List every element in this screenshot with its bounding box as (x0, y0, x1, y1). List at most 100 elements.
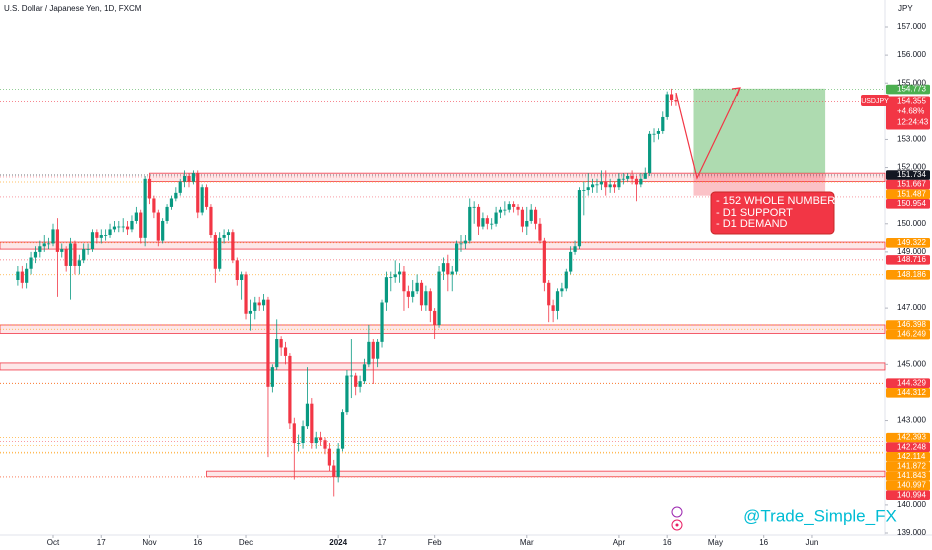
price-label (886, 452, 930, 462)
price-label (886, 170, 930, 180)
candle-body (595, 184, 599, 186)
candle-body (235, 260, 239, 280)
price-label-text: 144.329 (897, 378, 926, 387)
candle-body (266, 299, 270, 387)
candle-body (244, 274, 248, 314)
candle-body (573, 246, 577, 252)
candle-body (314, 437, 318, 444)
currency: JPY (898, 4, 913, 13)
price-label (886, 179, 930, 190)
candle-body (459, 243, 463, 245)
y-tick-label: 156.000 (897, 50, 926, 59)
candle-body (305, 403, 310, 427)
candle-body (104, 235, 108, 236)
annotation-line: - D1 SUPPORT (716, 207, 793, 219)
zone (206, 470, 886, 478)
x-tick-label: Jun (805, 538, 818, 547)
x-tick-label: 17 (97, 538, 106, 547)
x-tick-label: Mar (520, 538, 534, 547)
candle-body (446, 263, 450, 275)
candle-body (38, 246, 42, 252)
candle-body (174, 192, 178, 199)
candle-body (297, 443, 301, 444)
price-label-text: 144.312 (897, 388, 926, 397)
candle-body (82, 249, 86, 261)
projection-arrow (675, 87, 741, 180)
level-lines (0, 89, 885, 478)
candle-body (323, 440, 327, 449)
price-label-text: 140.994 (897, 490, 926, 499)
price-label-text: 149.322 (897, 238, 926, 247)
candle-body (674, 100, 678, 102)
x-tick-label: 16 (663, 538, 672, 547)
candle-body (310, 403, 314, 444)
candle-body (319, 437, 323, 441)
candle-body (143, 178, 147, 238)
candle-body (51, 229, 55, 244)
candle-body (450, 271, 454, 275)
candle-body (512, 204, 516, 207)
candle-body (240, 274, 244, 280)
candle-body (455, 243, 459, 272)
candle-body (292, 423, 296, 444)
candle-body (384, 277, 389, 303)
candle-body (288, 355, 292, 424)
candle-body (178, 181, 182, 193)
arrow-head (731, 87, 741, 97)
candle-body (218, 237, 222, 269)
price-label (886, 480, 930, 491)
candle-body (393, 274, 397, 278)
price-label (886, 329, 930, 340)
candle-body (441, 263, 446, 272)
candle-body (261, 299, 266, 306)
candle-body (327, 448, 331, 466)
candle-body (406, 291, 410, 297)
candle-body (476, 206, 481, 227)
price-label (886, 442, 930, 453)
price-label (886, 387, 930, 398)
annotation-line: - 152 WHOLE NUMBER (716, 195, 835, 207)
candle-body (349, 375, 353, 377)
candle-body (253, 302, 257, 311)
price-label (886, 461, 930, 472)
candle-body (498, 209, 503, 213)
candle-body (533, 209, 538, 224)
candle-body (73, 243, 77, 266)
annotation-box (710, 191, 835, 235)
candle-body (419, 282, 424, 306)
price-label (886, 84, 930, 95)
candle-body (516, 206, 520, 210)
candle-body (16, 271, 20, 280)
candle-body (77, 260, 81, 266)
event-icon[interactable] (671, 506, 683, 518)
y-tick-label: 147.000 (897, 303, 926, 312)
candle-body (257, 302, 261, 306)
candle-body (187, 175, 191, 182)
candle-body (20, 271, 24, 283)
price-label (886, 255, 930, 265)
candle-body (64, 249, 68, 266)
x-tick-label: 16 (193, 538, 202, 547)
price-label (886, 189, 930, 200)
candle-body (661, 116, 665, 132)
candle-body (525, 220, 529, 227)
candle-body (626, 175, 630, 179)
candle-body (503, 209, 507, 211)
event-icon[interactable] (671, 519, 683, 531)
candle-body (55, 229, 59, 252)
candle-body (130, 220, 134, 230)
candle-body (621, 178, 625, 180)
candle-body (196, 173, 200, 213)
zone (0, 241, 886, 250)
candle-body (248, 310, 253, 314)
candle-body (648, 133, 652, 174)
y-tick-label: 145.000 (897, 359, 926, 368)
candle-body (270, 367, 274, 387)
candle-body (564, 271, 568, 289)
price-label-text: 142.248 (897, 442, 926, 451)
candle-body (25, 268, 29, 283)
candle-body (29, 257, 33, 269)
zone (0, 362, 886, 371)
price-label-text: 141.872 (897, 462, 926, 471)
candle-body (612, 184, 617, 188)
